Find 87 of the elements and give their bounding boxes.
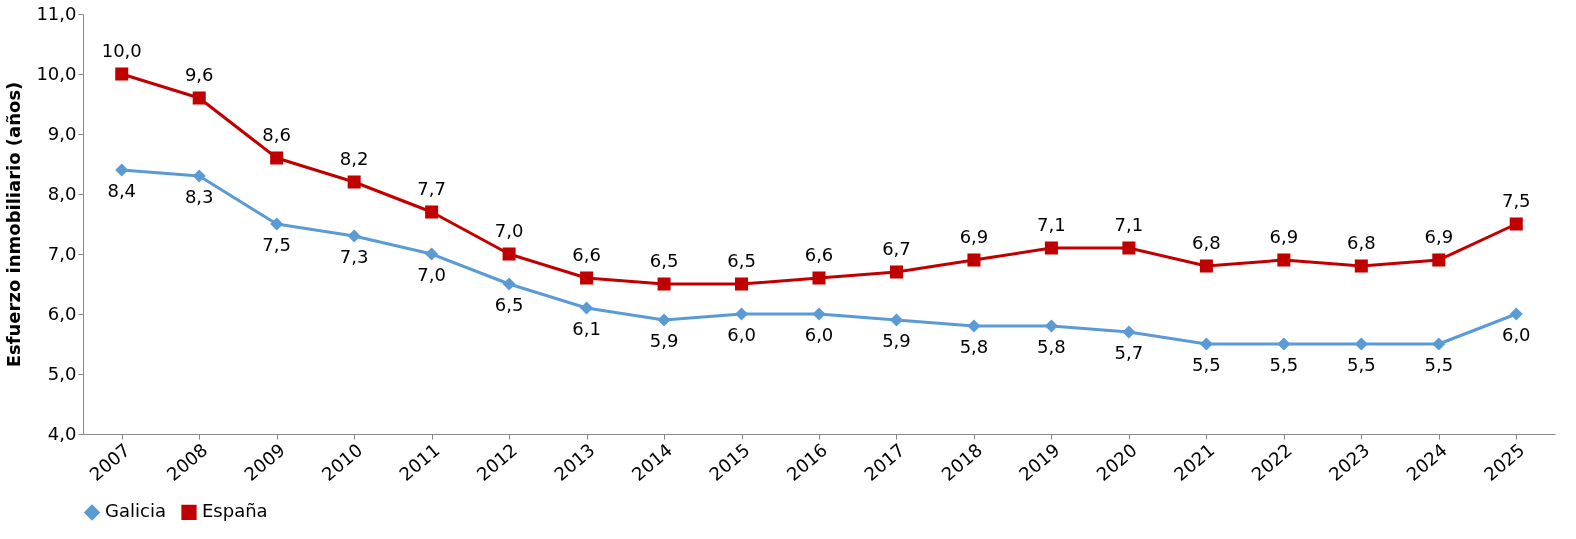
data-label: 7,1 bbox=[1037, 214, 1066, 235]
data-label: 6,0 bbox=[727, 324, 756, 345]
point bbox=[115, 163, 129, 177]
y-axis-title: Esfuerzo inmobiliario (años) bbox=[3, 81, 25, 368]
data-label: 7,3 bbox=[339, 246, 369, 267]
legend-label: España bbox=[202, 500, 268, 522]
point bbox=[812, 307, 826, 321]
point bbox=[1199, 337, 1213, 351]
point bbox=[425, 205, 439, 219]
point bbox=[270, 151, 284, 165]
data-label: 6,1 bbox=[572, 318, 601, 339]
data-label: 6,9 bbox=[959, 226, 989, 247]
point bbox=[425, 247, 439, 261]
data-label: 6,7 bbox=[882, 238, 911, 259]
data-label: 5,5 bbox=[1192, 354, 1221, 375]
point bbox=[889, 313, 903, 327]
data-label: 6,5 bbox=[494, 294, 524, 315]
data-label: 5,8 bbox=[1037, 336, 1066, 357]
point bbox=[889, 265, 903, 279]
point bbox=[657, 277, 671, 291]
point bbox=[1432, 253, 1446, 267]
data-label: 5,8 bbox=[959, 336, 989, 357]
point bbox=[270, 217, 284, 231]
y-tick-label: 7,0 bbox=[47, 242, 77, 264]
data-label: 6,5 bbox=[649, 250, 679, 271]
point bbox=[1509, 307, 1523, 321]
point bbox=[1122, 241, 1136, 255]
point bbox=[967, 253, 981, 267]
data-label: 9,6 bbox=[184, 64, 214, 85]
data-label: 7,0 bbox=[494, 220, 524, 241]
data-label: 7,5 bbox=[262, 234, 291, 255]
y-tick-label: 10,0 bbox=[36, 62, 77, 84]
data-label: 6,0 bbox=[804, 324, 834, 345]
point bbox=[1277, 253, 1291, 267]
point bbox=[192, 169, 206, 183]
point bbox=[812, 271, 826, 285]
point bbox=[1122, 325, 1136, 339]
y-tick-label: 11,0 bbox=[36, 2, 77, 24]
data-label: 6,8 bbox=[1347, 232, 1376, 253]
point bbox=[735, 277, 749, 291]
data-label: 6,0 bbox=[1501, 324, 1531, 345]
point bbox=[580, 271, 594, 285]
data-label: 7,7 bbox=[417, 178, 446, 199]
point bbox=[735, 307, 749, 321]
data-label: 5,7 bbox=[1114, 342, 1144, 363]
y-tick-label: 5,0 bbox=[47, 362, 77, 384]
data-label: 6,5 bbox=[727, 250, 756, 271]
point bbox=[502, 277, 516, 291]
y-tick-label: 4,0 bbox=[47, 422, 77, 444]
data-label: 6,8 bbox=[1192, 232, 1221, 253]
point bbox=[115, 67, 129, 81]
point bbox=[1509, 217, 1523, 231]
point bbox=[192, 91, 206, 105]
data-label: 8,3 bbox=[184, 186, 214, 207]
point bbox=[502, 247, 516, 261]
data-label: 5,5 bbox=[1269, 354, 1299, 375]
point bbox=[1044, 241, 1058, 255]
point bbox=[657, 313, 671, 327]
point bbox=[967, 319, 981, 333]
point bbox=[1199, 259, 1213, 273]
point bbox=[1277, 337, 1291, 351]
data-label: 8,4 bbox=[107, 180, 137, 201]
data-label: 7,5 bbox=[1501, 190, 1531, 211]
point bbox=[580, 301, 594, 315]
data-label: 5,9 bbox=[882, 330, 911, 351]
data-label: 5,5 bbox=[1347, 354, 1376, 375]
point bbox=[347, 175, 361, 189]
y-tick-label: 6,0 bbox=[47, 302, 77, 324]
data-label: 10,0 bbox=[101, 40, 142, 61]
data-label: 6,6 bbox=[572, 244, 601, 265]
data-label: 6,9 bbox=[1424, 226, 1454, 247]
y-tick-label: 9,0 bbox=[47, 122, 77, 144]
data-label: 5,9 bbox=[649, 330, 679, 351]
point bbox=[1044, 319, 1058, 333]
data-label: 7,0 bbox=[417, 264, 446, 285]
data-label: 8,6 bbox=[262, 124, 291, 145]
data-label: 8,2 bbox=[339, 148, 369, 169]
data-label: 6,9 bbox=[1269, 226, 1299, 247]
data-label: 6,6 bbox=[804, 244, 834, 265]
data-label: 5,5 bbox=[1424, 354, 1454, 375]
y-tick-label: 8,0 bbox=[47, 182, 77, 204]
point bbox=[347, 229, 361, 243]
data-label: 7,1 bbox=[1114, 214, 1144, 235]
point bbox=[1354, 259, 1368, 273]
legend-label: Galicia bbox=[105, 500, 166, 522]
point bbox=[1354, 337, 1368, 351]
point bbox=[1432, 337, 1446, 351]
